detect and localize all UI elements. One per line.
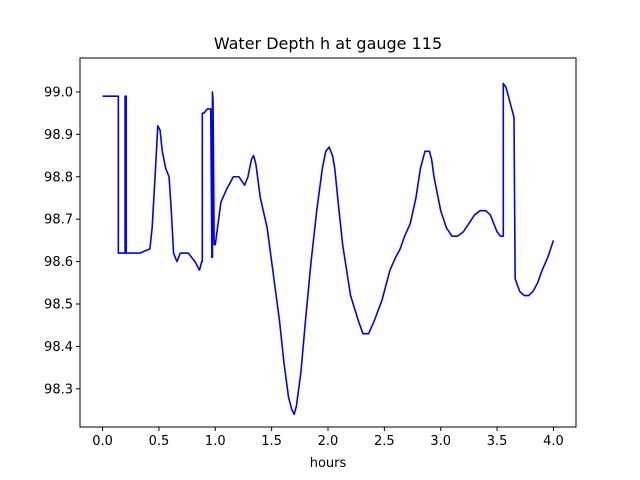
plot-area bbox=[80, 58, 576, 427]
chart-title: Water Depth h at gauge 115 bbox=[214, 34, 442, 53]
x-tick-label: 0.0 bbox=[92, 434, 113, 449]
x-tick-label: 3.0 bbox=[430, 434, 451, 449]
x-tick-label: 4.0 bbox=[543, 434, 564, 449]
plot-frame bbox=[79, 57, 577, 428]
x-tick-label: 0.5 bbox=[149, 434, 170, 449]
x-tick-label: 1.0 bbox=[205, 434, 226, 449]
y-tick-label: 98.8 bbox=[44, 170, 73, 185]
x-axis-label: hours bbox=[310, 456, 347, 471]
x-tick-label: 1.5 bbox=[261, 434, 282, 449]
x-tick-label: 2.0 bbox=[318, 434, 339, 449]
series-line-0 bbox=[102, 82, 555, 416]
y-tick-label: 98.9 bbox=[44, 128, 73, 143]
y-axis-ticks: 98.3 98.4 98.5 98.6 98.7 98.8 98.9 99.0 bbox=[44, 85, 80, 397]
y-tick-label: 99.0 bbox=[44, 85, 73, 100]
x-axis-ticks: 0.0 0.5 1.0 1.5 2.0 2.5 3.0 3.5 4.0 bbox=[92, 427, 564, 449]
y-tick-label: 98.5 bbox=[44, 298, 73, 313]
y-tick-label: 98.7 bbox=[44, 213, 73, 228]
x-tick-label: 2.5 bbox=[374, 434, 395, 449]
y-tick-label: 98.6 bbox=[44, 255, 73, 270]
y-tick-label: 98.3 bbox=[44, 382, 73, 397]
series-layer bbox=[102, 82, 555, 416]
y-tick-label: 98.4 bbox=[44, 340, 73, 355]
x-tick-label: 3.5 bbox=[487, 434, 508, 449]
